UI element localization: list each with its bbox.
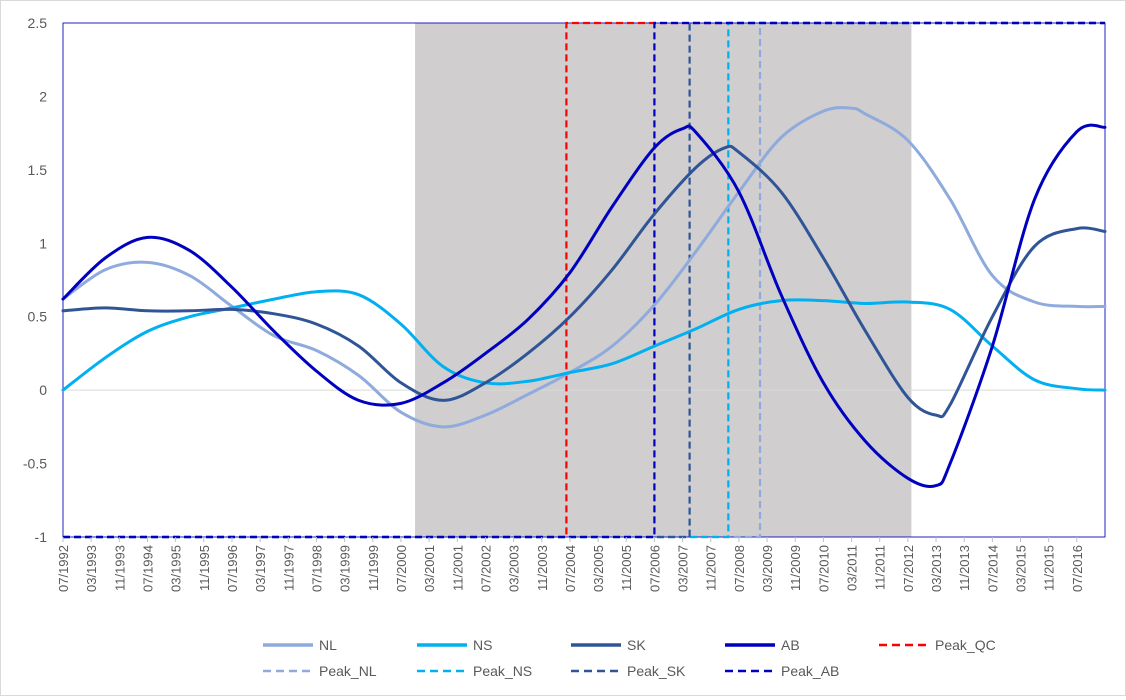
x-tick-label: 07/1998: [310, 545, 325, 592]
series-nl-line: [61, 106, 1107, 429]
legend-label: Peak_QC: [935, 637, 996, 653]
legend-item-nl: NL: [263, 637, 337, 653]
x-tick-label: 11/1995: [197, 545, 212, 591]
x-tick-label: 11/1999: [366, 545, 381, 591]
x-tick-label: 03/1997: [253, 545, 268, 592]
legend-label: AB: [781, 637, 800, 653]
legend-label: Peak_AB: [781, 663, 839, 679]
series-ab-line: [61, 123, 1107, 488]
x-tick-label: 03/1999: [338, 545, 353, 592]
x-tick-label: 07/1996: [225, 545, 240, 592]
x-tick-label: 07/2004: [563, 545, 578, 592]
x-tick-label: 07/2016: [1070, 545, 1085, 592]
x-tick-label: 03/2009: [760, 545, 775, 592]
x-tick-label: 11/2013: [957, 545, 972, 591]
x-tick-label: 11/2009: [788, 545, 803, 591]
x-tick-label: 11/2007: [704, 545, 719, 591]
series-sk-line: [61, 144, 1107, 419]
x-tick-label: 11/2011: [873, 545, 888, 590]
x-tick-label: 07/2012: [901, 545, 916, 592]
x-tick-label: 11/2001: [450, 545, 465, 591]
legend-item-peak-qc: Peak_QC: [879, 637, 996, 653]
legend-label: Peak_NL: [319, 663, 377, 679]
x-tick-label: 07/2008: [732, 545, 747, 592]
x-tick-label: 11/1997: [281, 545, 296, 591]
x-tick-label: 07/2000: [394, 545, 409, 592]
legend-item-ns: NS: [417, 637, 492, 653]
series-peak-ab: [63, 21, 1105, 539]
x-tick-label: 07/2010: [816, 545, 831, 592]
legend-item-peak-nl: Peak_NL: [263, 663, 377, 679]
series-ns-line: [61, 289, 1107, 392]
x-tick-label: 03/1995: [169, 545, 184, 592]
legend-item-ab: AB: [725, 637, 800, 653]
y-tick-label: 2: [39, 88, 47, 104]
y-tick-label: 0.5: [28, 309, 48, 325]
x-tick-label: 03/2013: [929, 545, 944, 592]
x-tick-label: 03/2001: [422, 545, 437, 592]
legend-item-peak-sk: Peak_SK: [571, 663, 686, 679]
legend-label: Peak_NS: [473, 663, 532, 679]
x-tick-label: 11/2015: [1042, 545, 1057, 591]
x-tick-label: 11/2005: [619, 545, 634, 591]
legend-label: Peak_SK: [627, 663, 686, 679]
y-tick-label: 0: [39, 382, 47, 398]
y-tick-label: 1.5: [28, 162, 48, 178]
x-tick-label: 03/1993: [84, 545, 99, 592]
series-peak-qc: [63, 21, 1105, 539]
legend-label: NS: [473, 637, 492, 653]
y-tick-label: 1: [39, 235, 47, 251]
x-tick-label: 03/2015: [1014, 545, 1029, 592]
x-tick-label: 11/2003: [535, 545, 550, 591]
x-tick-label: 07/1992: [56, 545, 71, 592]
legend-item-peak-ns: Peak_NS: [417, 663, 532, 679]
legend-label: SK: [627, 637, 646, 653]
x-tick-label: 07/2006: [647, 545, 662, 592]
x-tick-label: 03/2005: [591, 545, 606, 592]
x-tick-label: 03/2007: [676, 545, 691, 592]
x-tick-label: 03/2011: [845, 545, 860, 591]
y-tick-label: -1: [35, 529, 48, 545]
y-tick-label: -0.5: [23, 456, 47, 472]
x-tick-label: 07/1994: [141, 545, 156, 592]
y-tick-label: 2.5: [28, 15, 48, 31]
x-tick-label: 11/1993: [112, 545, 127, 591]
x-tick-label: 03/2003: [507, 545, 522, 592]
legend-label: NL: [319, 637, 337, 653]
legend-item-sk: SK: [571, 637, 646, 653]
x-tick-label: 07/2014: [985, 545, 1000, 592]
legend-item-peak-ab: Peak_AB: [725, 663, 839, 679]
x-tick-label: 07/2002: [478, 545, 493, 592]
